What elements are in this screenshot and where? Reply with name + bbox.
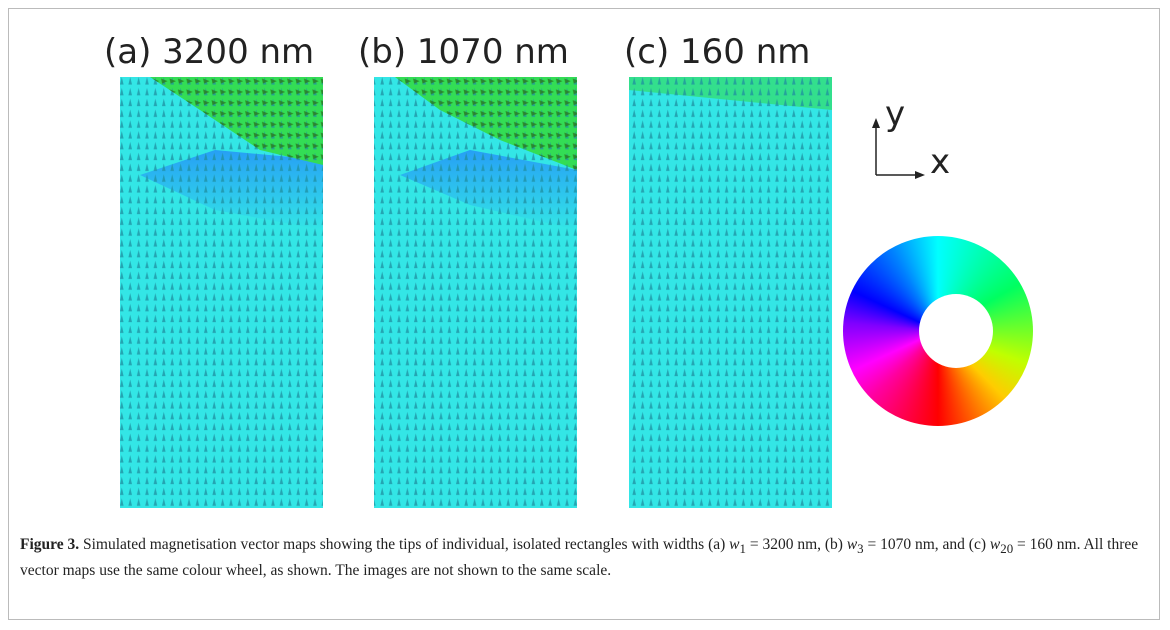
panel-label: (b) 1070 nm — [358, 32, 569, 72]
caption-label: Figure 3. — [20, 536, 80, 553]
caption-text: = 160 nm. All three vector maps use the … — [20, 536, 1139, 580]
subscript: 20 — [1000, 541, 1014, 557]
caption-text: = 1070 nm, and (c) — [863, 536, 990, 553]
symbol: w — [989, 536, 1001, 553]
panel-label: (a) 3200 nm — [104, 32, 314, 72]
figure: (a) 3200 nm (b) 1070 nm (c) 160 nm y x — [104, 32, 950, 508]
vector-map-a — [120, 77, 323, 508]
subscript: 1 — [739, 541, 746, 557]
axis-icon — [872, 118, 925, 179]
caption-text: = 3200 nm, (b) — [745, 536, 847, 553]
figure-frame — [8, 8, 1160, 620]
panel-label: (c) 160 nm — [624, 32, 810, 72]
symbol: w — [729, 536, 740, 553]
subscript: 3 — [857, 541, 864, 557]
caption: Figure 3. Simulated magnetisation vector… — [20, 534, 1145, 582]
colour-wheel-hole — [919, 294, 993, 368]
caption-text: Simulated magnetisation vector maps show… — [79, 536, 730, 553]
axis-label-x: x — [930, 142, 950, 182]
symbol: w — [846, 536, 858, 553]
vector-map-c — [629, 77, 832, 508]
axis-label-y: y — [885, 94, 905, 134]
vector-map-b — [374, 77, 577, 508]
